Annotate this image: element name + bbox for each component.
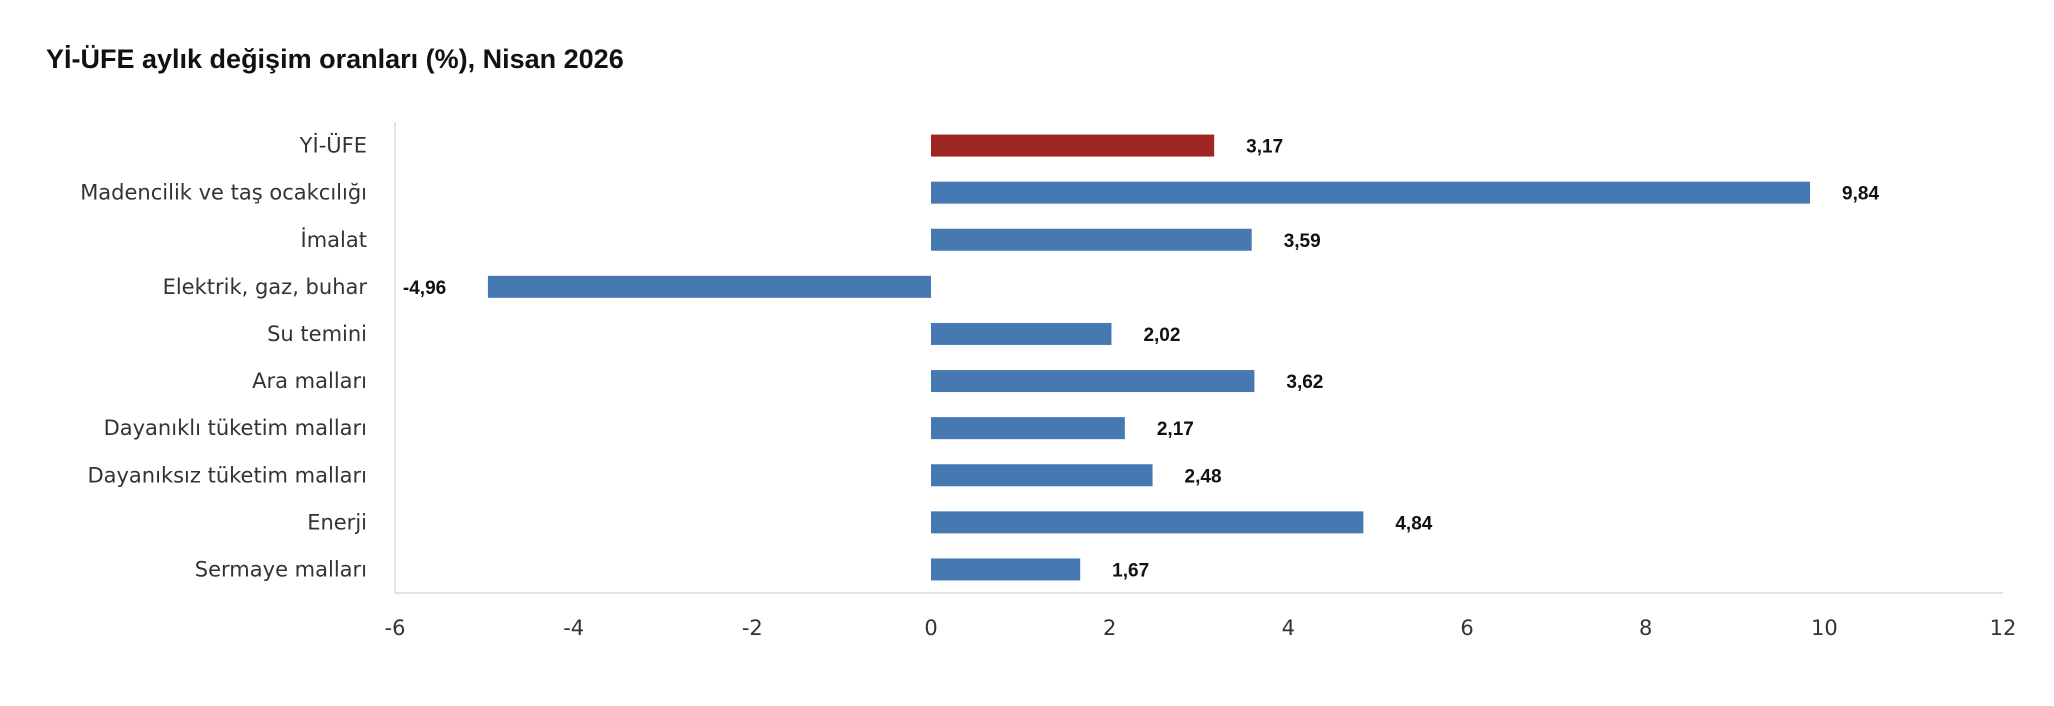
bar <box>487 275 931 298</box>
value-label: 3,17 <box>1246 137 1283 158</box>
category-label: Madencilik ve taş ocakcılığı <box>80 181 367 205</box>
bar <box>931 322 1112 345</box>
category-label: Dayanıklı tüketim malları <box>104 416 367 440</box>
x-tick-label: -2 <box>742 616 763 640</box>
x-tick-label: 10 <box>1811 616 1838 640</box>
value-label: 2,48 <box>1185 466 1222 487</box>
value-label: -4,96 <box>403 278 446 299</box>
value-label: 3,59 <box>1284 231 1321 252</box>
x-tick-label: -6 <box>385 616 406 640</box>
category-label: Elektrik, gaz, buhar <box>163 275 368 299</box>
value-label: 2,17 <box>1157 419 1194 440</box>
category-label: Enerji <box>307 510 367 534</box>
value-label: 2,02 <box>1143 325 1180 346</box>
value-label: 1,67 <box>1112 560 1149 581</box>
category-label: İmalat <box>301 227 367 252</box>
bar <box>931 464 1153 487</box>
bar <box>931 181 1811 204</box>
category-label: Ara malları <box>252 369 367 393</box>
chart-title: Yİ-ÜFE aylık değişim oranları (%), Nisan… <box>46 44 624 74</box>
bar <box>931 417 1125 440</box>
x-tick-label: -4 <box>563 616 584 640</box>
value-label: 9,84 <box>1842 184 1879 205</box>
x-tick-label: 2 <box>1103 616 1116 640</box>
value-label: 3,62 <box>1286 372 1323 393</box>
category-label: Sermaye malları <box>195 557 367 581</box>
x-tick-label: 0 <box>924 616 937 640</box>
x-tick-label: 8 <box>1639 616 1652 640</box>
category-label: Yİ-ÜFE <box>299 133 367 158</box>
bar <box>931 370 1255 393</box>
bar <box>931 511 1364 534</box>
category-label: Su temini <box>267 322 367 346</box>
bar <box>931 134 1215 157</box>
value-label: 4,84 <box>1395 513 1432 534</box>
bar <box>931 228 1252 251</box>
bar <box>931 558 1081 581</box>
x-tick-label: 6 <box>1460 616 1473 640</box>
x-tick-label: 12 <box>1990 616 2017 640</box>
category-label: Dayanıksız tüketim malları <box>87 463 367 487</box>
x-tick-label: 4 <box>1282 616 1295 640</box>
